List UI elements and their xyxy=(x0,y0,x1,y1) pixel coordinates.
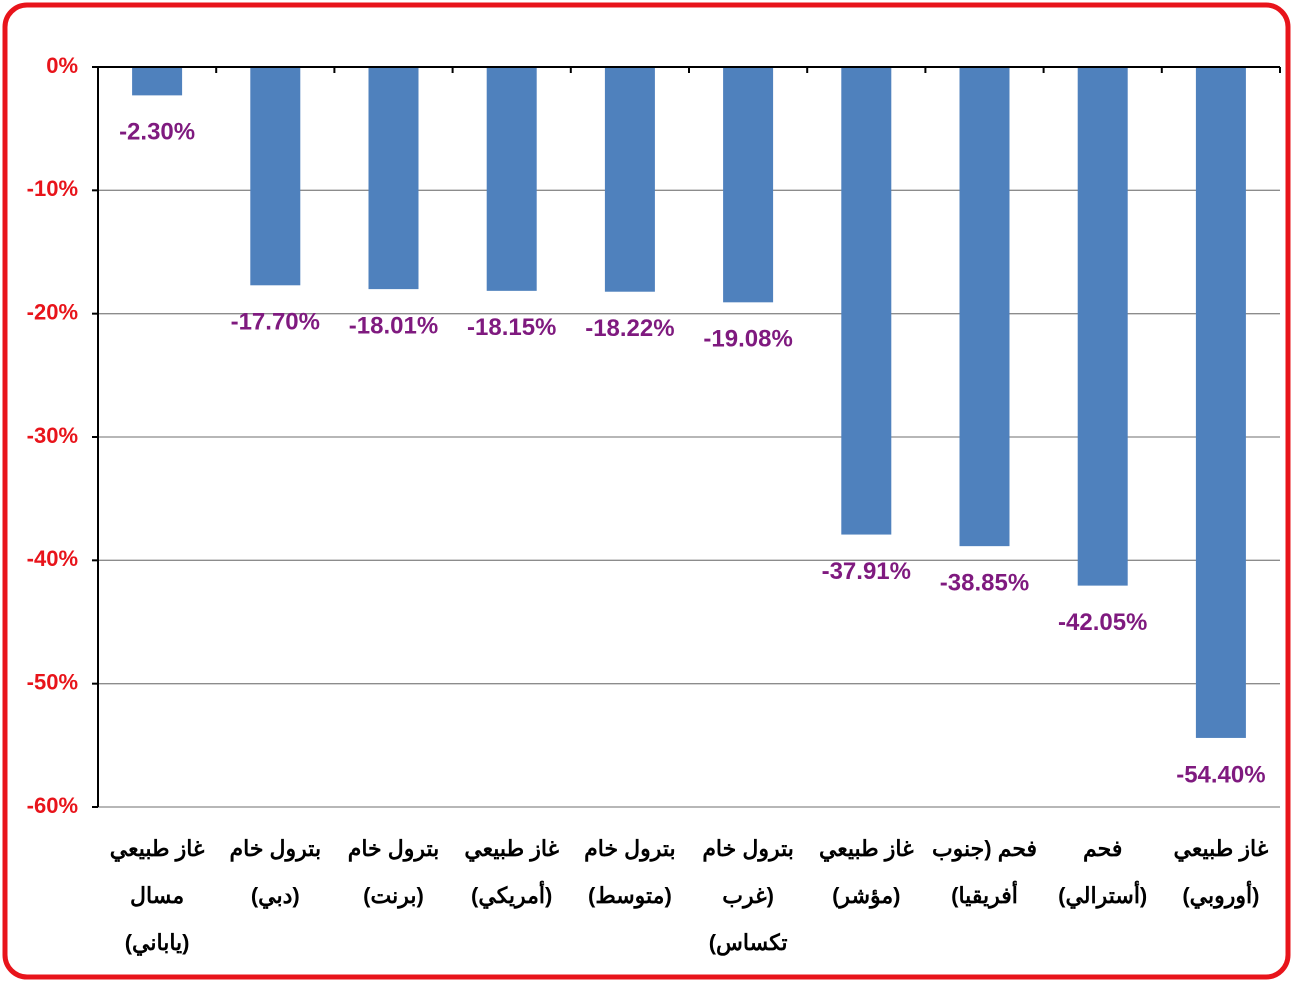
x-tick-label: بترول خام xyxy=(584,836,676,862)
x-tick-label: غاز طبيعي xyxy=(464,836,559,862)
x-tick-label: تكساس) xyxy=(709,930,788,956)
value-label: -42.05% xyxy=(1058,609,1147,636)
bar xyxy=(486,67,537,291)
value-label: -2.30% xyxy=(119,119,195,146)
x-tick-label: أفريقيا) xyxy=(951,880,1018,909)
x-tick-label: بترول خام xyxy=(230,836,322,862)
x-tick-label: (أوروبي) xyxy=(1182,880,1259,909)
x-tick-label: بترول خام xyxy=(348,836,440,862)
x-tick-label: (مؤشر) xyxy=(832,883,900,909)
bar xyxy=(368,67,419,290)
value-label: -18.15% xyxy=(467,314,556,341)
bar xyxy=(959,67,1010,547)
x-tick-label: مسال xyxy=(130,883,184,908)
y-tick-label: -20% xyxy=(27,299,78,324)
x-tick-label: (متوسط) xyxy=(588,883,672,909)
value-label: -17.70% xyxy=(231,309,320,336)
value-label: -54.40% xyxy=(1176,761,1265,788)
y-tick-label: 0% xyxy=(46,53,78,78)
x-tick-label: غاز طبيعي xyxy=(1174,836,1269,862)
value-label: -18.22% xyxy=(585,315,674,342)
bar xyxy=(1077,67,1128,586)
bar xyxy=(604,67,655,292)
bar xyxy=(250,67,301,286)
bar xyxy=(841,67,892,535)
x-tick-label: (أسترالي) xyxy=(1058,880,1147,909)
x-tick-label: غاز طبيعي xyxy=(110,836,205,862)
x-tick-label: (أمريكي) xyxy=(471,880,552,909)
bar xyxy=(1195,67,1246,738)
y-tick-label: -60% xyxy=(27,793,78,818)
value-label: -19.08% xyxy=(703,326,792,353)
x-tick-label: (ياباني) xyxy=(125,930,190,956)
y-tick-label: -40% xyxy=(27,546,78,571)
x-tick-label: بترول خام xyxy=(702,836,794,862)
x-tick-label: فحم xyxy=(1083,836,1122,862)
value-label: -38.85% xyxy=(940,569,1029,596)
y-tick-label: -50% xyxy=(27,669,78,694)
value-label: -37.91% xyxy=(822,558,911,585)
x-tick-label: (غرب xyxy=(722,883,774,909)
x-tick-label: (دبي) xyxy=(251,883,300,909)
bar xyxy=(132,67,183,96)
bar xyxy=(723,67,774,303)
y-tick-label: -30% xyxy=(27,423,78,448)
x-tick-label: غاز طبيعي xyxy=(819,836,914,862)
x-tick-label: فحم (جنوب xyxy=(932,836,1037,862)
y-tick-label: -10% xyxy=(27,176,78,201)
x-tick-label: (برنت) xyxy=(363,883,424,909)
value-label: -18.01% xyxy=(349,312,438,339)
